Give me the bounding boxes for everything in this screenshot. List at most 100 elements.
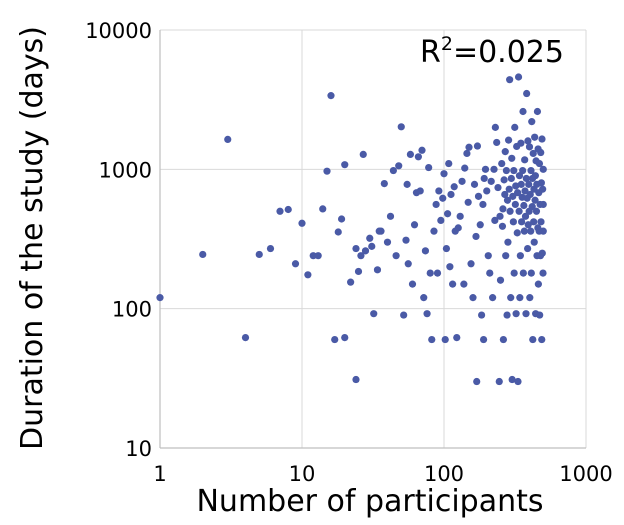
data-point	[331, 335, 339, 344]
data-point	[530, 218, 538, 226]
data-point	[525, 143, 534, 151]
data-point	[494, 183, 502, 192]
data-point	[528, 118, 536, 126]
data-point	[539, 269, 547, 277]
data-point	[514, 73, 523, 81]
data-point	[389, 166, 397, 175]
data-point	[467, 260, 475, 268]
data-point	[527, 166, 535, 175]
data-point	[508, 375, 516, 384]
data-point	[539, 200, 547, 209]
data-point	[501, 148, 509, 156]
data-point	[404, 260, 412, 268]
data-point	[352, 244, 360, 253]
data-point	[418, 146, 426, 154]
data-point	[499, 205, 507, 213]
data-point	[516, 294, 524, 302]
x-tick-label: 10	[289, 462, 316, 486]
data-point	[520, 227, 528, 235]
data-point	[473, 142, 482, 150]
r-squared-base: R	[420, 35, 441, 70]
data-point	[538, 135, 546, 143]
data-point	[537, 148, 545, 157]
data-point	[473, 377, 481, 386]
data-point	[442, 244, 451, 253]
data-point	[430, 227, 438, 235]
data-point	[495, 377, 503, 386]
data-point	[314, 252, 322, 260]
data-point	[327, 92, 335, 100]
y-tick-label: 10	[125, 437, 152, 461]
data-point	[527, 227, 535, 235]
data-point	[528, 203, 536, 211]
data-point	[515, 207, 523, 215]
data-point	[510, 166, 518, 175]
data-point	[359, 150, 367, 158]
data-point	[370, 310, 378, 318]
data-point	[509, 218, 517, 226]
data-point	[397, 123, 405, 131]
data-point	[526, 294, 534, 302]
data-point	[496, 212, 504, 220]
data-point	[361, 247, 370, 255]
r-squared-annotation: R2=0.025	[420, 33, 564, 70]
data-point	[408, 280, 417, 288]
data-point	[527, 269, 535, 277]
data-point	[392, 252, 400, 260]
data-point	[441, 335, 449, 344]
data-point	[489, 294, 497, 302]
data-point	[535, 159, 544, 168]
data-point	[437, 216, 445, 225]
data-point	[505, 185, 513, 193]
data-point	[433, 269, 442, 277]
data-point	[523, 89, 531, 98]
data-point	[539, 185, 547, 193]
data-point	[454, 224, 462, 232]
data-point	[514, 189, 522, 197]
data-point	[517, 180, 525, 188]
data-point	[537, 179, 545, 187]
data-point	[276, 207, 284, 215]
data-point	[352, 375, 360, 384]
data-point	[508, 154, 516, 162]
data-point	[402, 236, 410, 244]
data-point	[521, 212, 530, 220]
data-point	[456, 212, 464, 220]
data-point	[525, 180, 533, 188]
data-point	[341, 333, 349, 342]
data-point	[337, 215, 346, 223]
data-point	[465, 143, 473, 151]
data-point	[483, 187, 491, 195]
data-point	[470, 180, 479, 188]
x-tick-label: 1000	[559, 462, 612, 486]
data-point	[493, 138, 501, 147]
data-point	[530, 238, 538, 246]
data-point	[266, 244, 275, 253]
data-point	[449, 280, 457, 288]
data-point	[446, 263, 454, 271]
data-point	[479, 335, 488, 344]
data-point	[357, 252, 365, 260]
data-point	[512, 182, 520, 190]
data-point	[460, 280, 468, 288]
data-point	[432, 200, 440, 209]
data-point	[464, 198, 472, 206]
y-tick-label: 100	[112, 298, 152, 322]
data-point	[532, 207, 541, 215]
data-point	[511, 123, 519, 131]
data-point	[521, 187, 529, 195]
data-point	[199, 250, 207, 259]
data-points	[156, 73, 547, 386]
data-point	[536, 311, 544, 319]
data-point	[531, 196, 539, 204]
data-point	[511, 200, 519, 209]
data-point	[484, 252, 492, 260]
data-point	[291, 260, 300, 268]
data-point	[486, 269, 494, 277]
data-point	[481, 165, 490, 173]
data-point	[534, 280, 542, 288]
data-point	[380, 179, 388, 188]
data-point	[354, 267, 363, 276]
data-point	[428, 335, 436, 344]
